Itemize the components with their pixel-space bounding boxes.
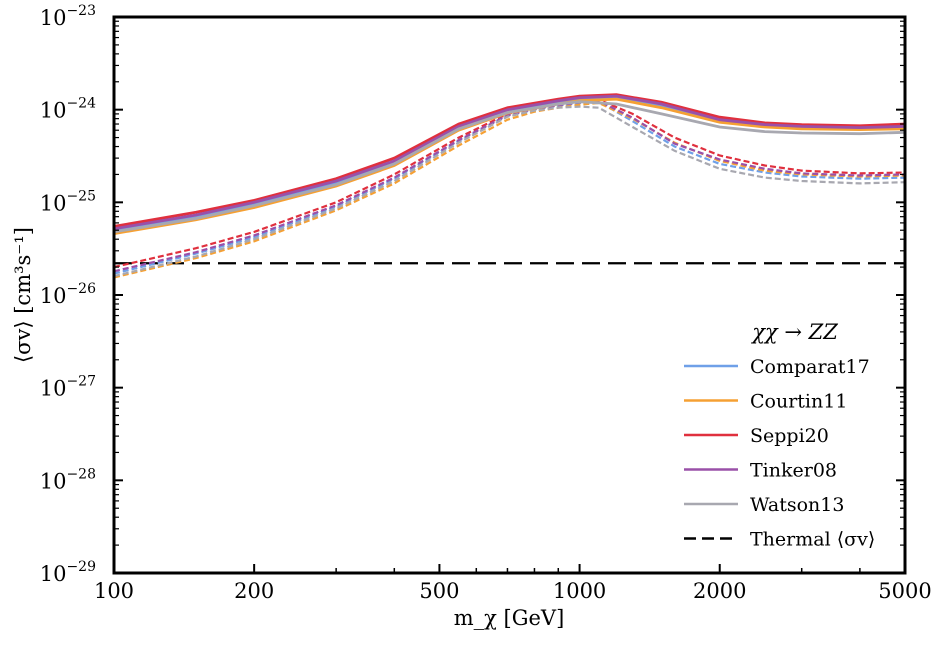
- plot-frame: [112, 15, 907, 575]
- legend-label: Thermal ⟨σv⟩: [750, 529, 875, 551]
- series-watson13-solid: [113, 100, 906, 234]
- legend-title: χχ → ZZ: [750, 320, 838, 344]
- series-watson13-dashed: [113, 105, 906, 278]
- y-tick-label: 10−26: [40, 281, 96, 308]
- x-tick-label: 5000: [878, 579, 931, 603]
- y-axis-label: ⟨σv⟩ [cm³s⁻¹]: [11, 227, 35, 363]
- series-seppi20-solid: [113, 93, 906, 228]
- y-tick-label: 10−28: [40, 466, 96, 493]
- series-tinker08-solid: [113, 94, 906, 231]
- x-tick-label: 500: [419, 579, 459, 603]
- x-tick-label: 200: [234, 579, 274, 603]
- y-tick-label: 10−25: [40, 188, 96, 215]
- y-tick-label: 10−23: [40, 3, 96, 30]
- legend-label: Courtin11: [750, 391, 847, 413]
- x-tick-label: 2000: [693, 579, 746, 603]
- x-axis-label: m_χ [GeV]: [454, 606, 565, 630]
- y-tick-label: 10−29: [40, 559, 96, 586]
- legend-label: Comparat17: [750, 356, 870, 378]
- x-tick-label: 1000: [553, 579, 606, 603]
- legend-label: Seppi20: [750, 425, 829, 447]
- legend-label: Tinker08: [750, 460, 837, 482]
- y-tick-label: 10−27: [40, 374, 96, 401]
- legend-label: Watson13: [750, 494, 844, 516]
- y-tick-label: 10−24: [40, 96, 96, 123]
- x-tick-label: 100: [94, 579, 134, 603]
- legend: χχ → ZZ Comparat17 Courtin11 Seppi20 Tinker…: [684, 320, 875, 551]
